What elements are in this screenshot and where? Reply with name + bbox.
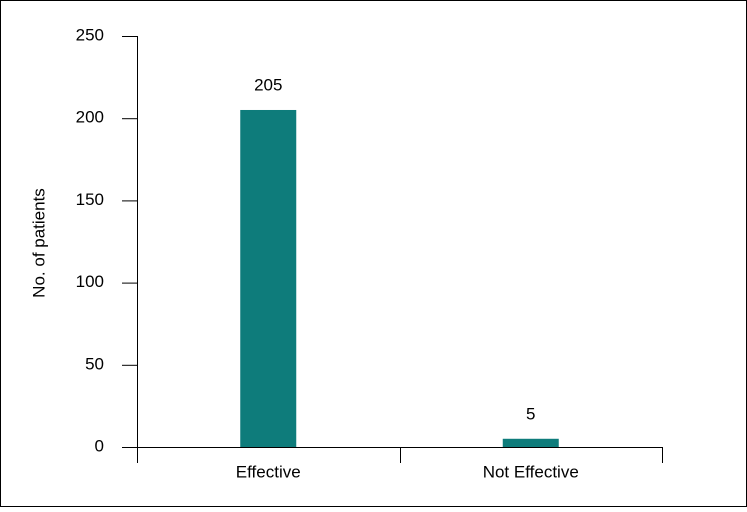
y-tick-label: 150 [76,190,104,209]
y-tick-label: 250 [76,25,104,44]
y-tick-label: 0 [95,436,104,455]
x-tick-label: Not Effective [483,462,579,481]
y-tick-label: 200 [76,108,104,127]
x-tick-label: Effective [236,462,301,481]
data-label: 5 [526,404,535,423]
y-tick-label: 100 [76,272,104,291]
y-tick-label: 50 [85,354,104,373]
bar [240,109,297,447]
y-axis-title: No. of patients [29,188,48,298]
data-label: 205 [254,75,282,94]
bar [502,438,559,447]
